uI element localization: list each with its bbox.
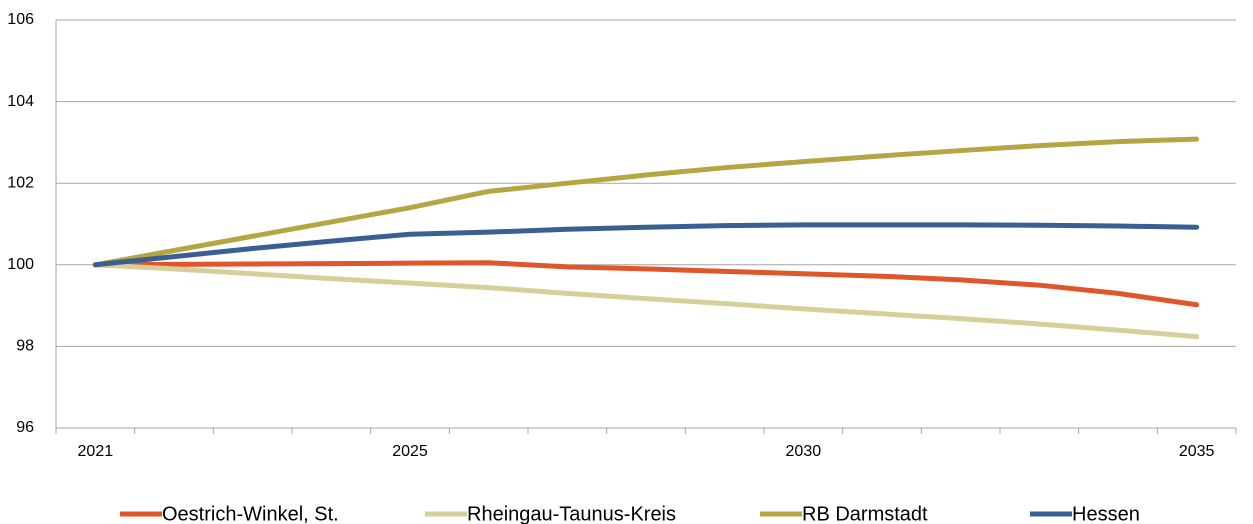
- x-tick-label: 2025: [392, 443, 428, 460]
- x-tick-label: 2030: [786, 443, 822, 460]
- series-line: [92, 260, 1200, 308]
- y-tick-label: 102: [7, 174, 34, 191]
- series-line: [92, 222, 1200, 268]
- legend-label: RB Darmstadt: [802, 503, 928, 524]
- y-tick-label: 104: [7, 93, 34, 110]
- series-line: [92, 262, 1200, 340]
- y-tick-label: 98: [16, 338, 34, 355]
- x-tick-label: 2035: [1179, 443, 1215, 460]
- series-line: [92, 136, 1200, 268]
- x-tick-label: 2021: [78, 443, 114, 460]
- legend-label: Oestrich-Winkel, St.: [162, 503, 339, 524]
- legend-label: Hessen: [1072, 503, 1140, 524]
- y-tick-label: 106: [7, 11, 34, 28]
- y-tick-label: 100: [7, 256, 34, 273]
- legend-label: Rheingau-Taunus-Kreis: [467, 503, 676, 524]
- y-tick-label: 96: [16, 419, 34, 436]
